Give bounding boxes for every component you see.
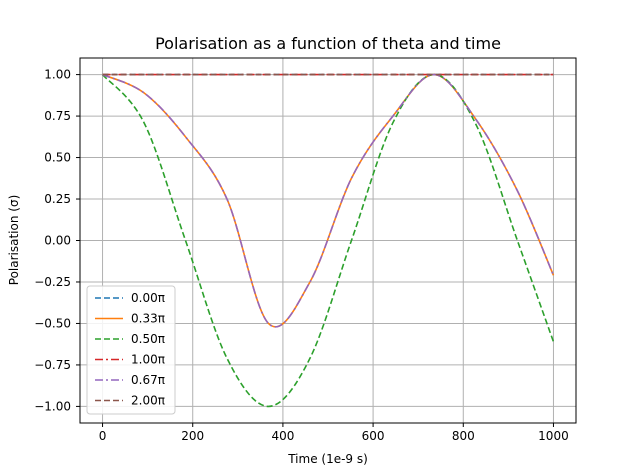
y-tick-label: −1.00 [34, 399, 71, 413]
x-axis-ticks: 0 200 400 600 800 1000 [99, 423, 569, 443]
y-axis-label: Polarisation (σ) [7, 195, 21, 285]
legend-label: 0.00π [131, 291, 165, 305]
legend-label: 1.00π [131, 353, 165, 367]
legend-label: 0.33π [131, 312, 165, 326]
y-tick-label: −0.75 [34, 358, 71, 372]
y-tick-label: 0.25 [44, 192, 71, 206]
legend-label: 0.67π [131, 373, 165, 387]
x-axis-label: Time (1e-9 s) [287, 452, 368, 466]
chart-title: Polarisation as a function of theta and … [155, 34, 501, 53]
y-tick-label: 0.75 [44, 109, 71, 123]
x-tick-label: 800 [452, 429, 475, 443]
legend-label: 2.00π [131, 394, 165, 408]
y-tick-label: 0.00 [44, 234, 71, 248]
x-tick-label: 200 [181, 429, 204, 443]
series-lines [101, 73, 555, 408]
series-line [101, 73, 555, 408]
x-tick-label: 400 [271, 429, 294, 443]
y-tick-label: 1.00 [44, 68, 71, 82]
series-line [102, 73, 555, 328]
y-tick-label: 0.50 [44, 151, 71, 165]
legend-label: 0.50π [131, 332, 165, 346]
x-tick-label: 600 [362, 429, 385, 443]
legend: 0.00π 0.33π 0.50π 1.00π 0.67π 2.00π [86, 285, 176, 415]
x-tick-label: 1000 [538, 429, 569, 443]
y-axis-ticks: 1.00 0.75 0.50 0.25 0.00 −0.25 −0.50 −0.75 −1.00 [34, 68, 80, 413]
y-tick-label: −0.50 [34, 316, 71, 330]
y-tick-label: −0.25 [34, 275, 71, 289]
x-tick-label: 0 [99, 429, 107, 443]
